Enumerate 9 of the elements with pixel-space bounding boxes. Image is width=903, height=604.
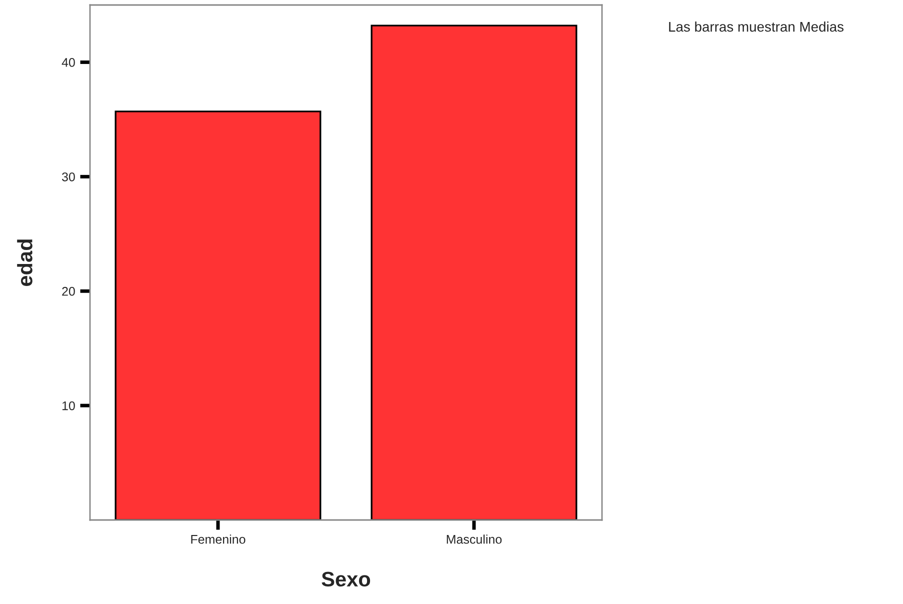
x-axis-title: Sexo — [322, 572, 370, 587]
x-tick-label: Femenino — [191, 534, 246, 544]
y-axis-title: edad — [17, 240, 32, 286]
y-tick-label: 10 — [62, 401, 75, 410]
y-tick-label: 30 — [62, 172, 75, 182]
y-tick-label: 20 — [62, 286, 75, 296]
text: Las barras muestran Medias — [669, 22, 844, 32]
x-tick-label: Masculino — [446, 534, 502, 544]
y-tick-label: 40 — [62, 58, 75, 67]
